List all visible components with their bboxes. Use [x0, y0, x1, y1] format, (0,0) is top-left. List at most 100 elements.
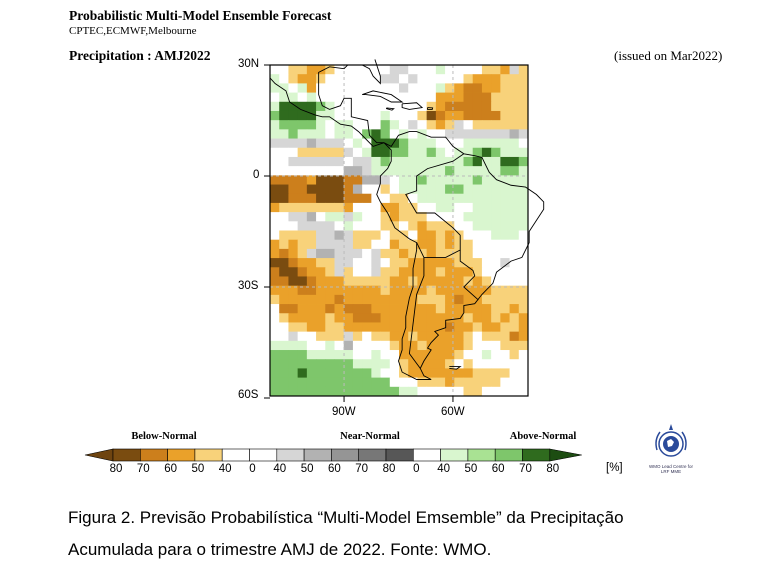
grid-cell — [380, 147, 391, 158]
grid-cell — [343, 359, 354, 369]
grid-cell — [481, 138, 492, 149]
grid-cell — [408, 74, 418, 84]
grid-cell — [417, 202, 428, 213]
grid-cell — [279, 276, 289, 287]
grid-cell — [362, 359, 372, 369]
grid-cell — [463, 377, 474, 388]
grid-cell — [472, 386, 483, 397]
grid-cell — [352, 248, 363, 259]
grid-cell — [445, 138, 455, 149]
grid-cell — [362, 120, 372, 130]
grid-cell — [316, 212, 326, 222]
grid-cell — [399, 322, 409, 333]
grid-cell — [509, 156, 520, 167]
grid-cell — [417, 239, 428, 250]
grid-cell — [472, 285, 483, 296]
grid-cell — [316, 386, 326, 397]
grid-cell — [270, 248, 280, 259]
grid-cell — [380, 175, 391, 185]
grid-cell — [288, 239, 299, 250]
grid-cell — [399, 83, 409, 93]
grid-cell — [399, 138, 409, 149]
coastlines — [269, 59, 545, 380]
grid-cell — [445, 285, 455, 296]
colorbar-tick-label: 40 — [273, 463, 287, 475]
grid-cell — [417, 294, 428, 305]
grid-cell — [270, 74, 280, 84]
grid-cell — [316, 83, 326, 93]
grid-cell — [472, 212, 483, 222]
south-america-coast — [376, 131, 545, 380]
grid-cell — [435, 212, 446, 222]
grid-cell — [481, 156, 492, 167]
grid-cell — [316, 221, 326, 231]
grid-cell — [297, 359, 308, 369]
grid-cell — [454, 248, 464, 259]
grid-cell — [454, 110, 464, 121]
grid-cell — [306, 74, 317, 84]
grid-cell — [518, 340, 529, 351]
grid-cell — [500, 285, 510, 296]
grid-cell — [362, 258, 372, 268]
grid-cell — [316, 74, 326, 84]
map-frame — [269, 64, 529, 397]
grid-cell — [334, 322, 345, 333]
grid-cell — [426, 331, 437, 342]
grid-cell — [306, 313, 317, 323]
grid-cell — [371, 202, 381, 213]
grid-cell — [463, 340, 474, 351]
grid-cell — [325, 184, 335, 195]
colorbar-box — [112, 448, 141, 462]
grid-cell — [306, 368, 317, 379]
grid-cell — [500, 294, 510, 305]
grid-cell — [399, 110, 409, 121]
grid-cell — [426, 147, 437, 158]
grid-cell — [325, 74, 335, 84]
grid-cell — [463, 230, 474, 241]
grid-cell — [500, 65, 510, 75]
grid-cell — [417, 304, 428, 314]
grid-cell — [426, 138, 437, 149]
grid-cell — [371, 248, 381, 259]
grid-cell — [518, 239, 529, 250]
grid-cell — [454, 138, 464, 149]
grid-cell — [362, 294, 372, 305]
grid-cell — [352, 65, 363, 75]
colorbar-box — [522, 448, 551, 462]
grid-cell — [316, 65, 326, 75]
caption-line-1: Figura 2. Previsão Probabilística “Multi… — [68, 508, 624, 527]
grid-cell — [371, 83, 381, 93]
grid-cell — [481, 294, 492, 305]
grid-cell — [408, 120, 418, 130]
grid-cell — [316, 248, 326, 259]
colorbar-tick-label: 0 — [413, 463, 420, 475]
grid-cell — [270, 304, 280, 314]
grid-cell — [334, 359, 345, 369]
grid-cell — [463, 313, 474, 323]
grid-cell — [389, 74, 400, 84]
colorbar-tick-label: 60 — [164, 463, 177, 475]
grid-cell — [371, 322, 381, 333]
grid-cell — [491, 230, 501, 241]
grid-cell — [435, 350, 446, 360]
colorbar-tick-label: 70 — [355, 463, 369, 475]
grid-cell — [270, 110, 280, 121]
grid-cell — [408, 184, 418, 195]
grid-cell — [343, 110, 354, 121]
grid-cell — [352, 230, 363, 241]
grid-cell — [445, 193, 455, 204]
grid-cell — [445, 248, 455, 259]
grid-cell — [408, 212, 418, 222]
grid-cell — [380, 110, 391, 121]
grid-cell — [362, 110, 372, 121]
grid-cell — [389, 258, 400, 268]
grid-cell — [380, 386, 391, 397]
grid-cell — [518, 267, 529, 277]
grid-cell — [316, 304, 326, 314]
grid-cell — [509, 248, 520, 259]
grid-cell — [362, 138, 372, 149]
grid-cell — [445, 331, 455, 342]
grid-cell — [454, 350, 464, 360]
grid-cell — [509, 221, 520, 231]
grid-cell — [316, 294, 326, 305]
